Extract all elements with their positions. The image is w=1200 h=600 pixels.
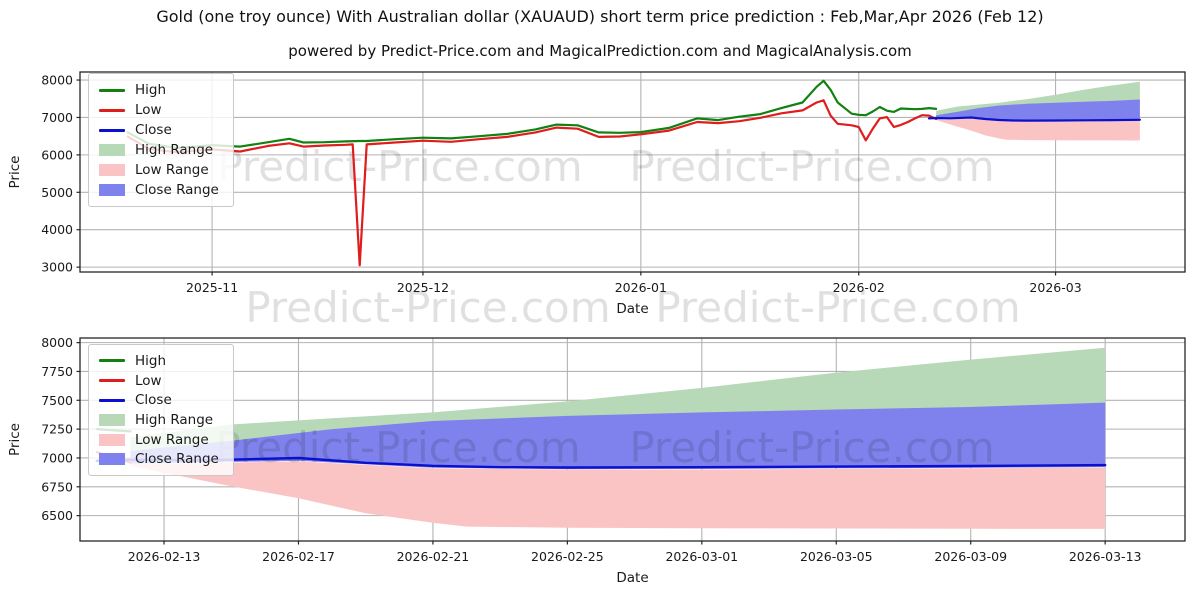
- x-tick-label: 2026-02-21: [397, 549, 470, 564]
- legend-top-chart: High Low Close High Range Low Range Close Ran…: [88, 73, 234, 207]
- x-tick-label: 2025-11: [186, 280, 238, 295]
- x-axis-label: Date: [616, 301, 648, 317]
- legend-patch-swatch: [99, 144, 125, 156]
- legend-patch-swatch: [99, 164, 125, 176]
- x-tick-label: 2026-02-25: [531, 549, 604, 564]
- watermark-text: Predict-Price.com: [245, 283, 610, 332]
- legend-item-close: Close: [99, 120, 219, 140]
- legend-label: High Range: [135, 142, 214, 158]
- legend-line-swatch: [99, 88, 125, 92]
- legend-item-low: Low: [99, 100, 219, 120]
- legend-label: Close Range: [135, 451, 219, 468]
- y-tick-label: 3000: [41, 260, 73, 275]
- x-tick-label: 2026-03-05: [800, 549, 873, 564]
- legend-item-low-range: Low Range: [99, 160, 219, 180]
- legend-item-low-range: Low Range: [99, 430, 219, 450]
- legend-line-swatch: [99, 359, 125, 363]
- y-axis-label: Price: [7, 156, 23, 189]
- y-tick-label: 6000: [41, 147, 73, 162]
- plot-frame: [79, 337, 1186, 542]
- y-tick-label: 5000: [41, 185, 73, 200]
- low-line: [126, 99, 938, 267]
- x-tick-label: 2025-12: [397, 280, 449, 295]
- legend-bottom-chart: High Low Close High Range Low Range Close Ran…: [88, 344, 234, 476]
- y-tick-label: 4000: [41, 222, 73, 237]
- legend-item-close-range: Close Range: [99, 449, 219, 469]
- legend-item-high-range: High Range: [99, 410, 219, 430]
- legend-item-high-range: High Range: [99, 140, 219, 160]
- legend-item-high: High: [99, 80, 219, 100]
- chart-title: Gold (one troy ounce) With Australian do…: [156, 7, 1044, 26]
- legend-line-swatch: [99, 108, 125, 112]
- plot-frame: [79, 71, 1186, 273]
- legend-item-low: Low: [99, 371, 219, 391]
- close-range-band: [936, 99, 1140, 122]
- y-tick-label: 8000: [41, 335, 73, 350]
- watermark-text: Predict-Price.com: [629, 142, 994, 191]
- legend-label: High: [135, 82, 167, 98]
- legend-line-swatch: [99, 398, 125, 402]
- legend-item-close: Close: [99, 390, 219, 410]
- legend-patch-swatch: [99, 433, 125, 446]
- legend-label: Close: [135, 392, 172, 409]
- high-line: [126, 79, 938, 150]
- y-axis-label: Price: [7, 423, 23, 456]
- x-axis-label: Date: [616, 570, 648, 586]
- y-tick-label: 7500: [41, 393, 73, 408]
- legend-line-swatch: [99, 128, 125, 132]
- low-range-band: [936, 118, 1140, 141]
- watermark-text: Predict-Price.com: [655, 283, 1020, 332]
- y-tick-label: 7000: [41, 450, 73, 465]
- chart-subtitle: powered by Predict-Price.com and Magical…: [288, 42, 912, 60]
- y-tick-label: 7250: [41, 422, 73, 437]
- y-tick-label: 8000: [41, 73, 73, 88]
- legend-label: Low Range: [135, 162, 209, 178]
- low-range-band: [130, 461, 1106, 529]
- x-tick-label: 2026-01: [615, 280, 667, 295]
- x-tick-label: 2026-02-13: [128, 549, 201, 564]
- y-tick-label: 6500: [41, 508, 73, 523]
- top-chart: Predict-Price.com Predict-Price.com Predic…: [7, 71, 1186, 332]
- legend-label: Close: [135, 122, 172, 138]
- legend-patch-swatch: [99, 184, 125, 196]
- x-tick-label: 2026-03-13: [1069, 549, 1142, 564]
- y-tick-label: 7750: [41, 364, 73, 379]
- watermark-text: Predict-Price.com: [629, 423, 994, 472]
- close-line: [927, 116, 1141, 122]
- legend-label: High Range: [135, 411, 214, 428]
- legend-label: Low Range: [135, 431, 209, 448]
- legend-item-close-range: Close Range: [99, 180, 219, 200]
- legend-line-swatch: [99, 379, 125, 382]
- legend-label: High: [135, 352, 167, 369]
- x-tick-label: 2026-02: [833, 280, 885, 295]
- x-tick-label: 2026-02-17: [262, 549, 335, 564]
- legend-item-high: High: [99, 351, 219, 371]
- legend-patch-swatch: [99, 413, 125, 426]
- y-tick-label: 6750: [41, 479, 73, 494]
- close-range-band: [130, 402, 1106, 470]
- x-tick-label: 2026-03: [1029, 280, 1081, 295]
- legend-label: Low: [135, 102, 162, 118]
- bottom-chart: Predict-Price.com Predict-Price.com2026-0…: [7, 335, 1186, 586]
- x-tick-label: 2026-03-09: [934, 549, 1007, 564]
- y-tick-label: 7000: [41, 110, 73, 125]
- legend-label: Close Range: [135, 182, 219, 198]
- legend-patch-swatch: [99, 453, 125, 466]
- legend-label: Low: [135, 372, 162, 389]
- x-tick-label: 2026-03-01: [665, 549, 738, 564]
- watermark-text: Predict-Price.com: [217, 142, 582, 191]
